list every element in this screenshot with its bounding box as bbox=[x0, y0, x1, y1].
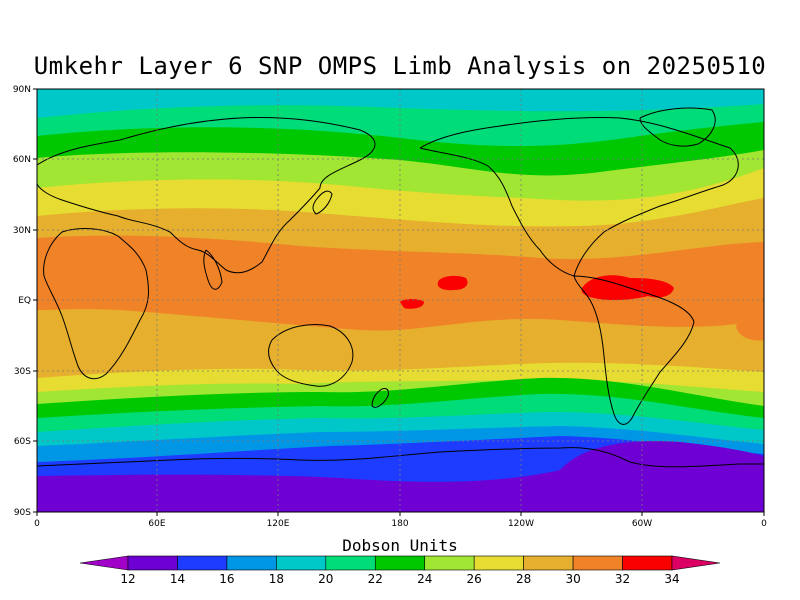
colorbar-tick-label: 24 bbox=[417, 572, 432, 586]
colorbar-tick-label: 12 bbox=[120, 572, 135, 586]
band-32-34 bbox=[37, 235, 764, 331]
colorbar-under-arrow bbox=[79, 555, 129, 571]
colorbar-swatch bbox=[523, 555, 574, 571]
colorbar-tick-label: 34 bbox=[664, 572, 679, 586]
coast-australia bbox=[268, 324, 354, 387]
colorbar-tick-label: 28 bbox=[516, 572, 531, 586]
colorbar-tick-label: 30 bbox=[565, 572, 580, 586]
coast-greenland bbox=[639, 107, 716, 147]
coast-japan bbox=[312, 190, 333, 215]
ozone-field bbox=[37, 89, 764, 512]
lat-label: 90S bbox=[14, 508, 31, 518]
coast-new-zealand bbox=[371, 388, 389, 408]
coast-antarctica bbox=[37, 447, 764, 468]
lat-label: EQ bbox=[18, 296, 31, 306]
max-patch-date-line bbox=[400, 299, 424, 309]
coast-eurasia bbox=[37, 117, 376, 274]
warm-patch-south-atlantic bbox=[736, 317, 764, 341]
lat-label: 60N bbox=[13, 155, 31, 165]
colorbar-swatch bbox=[424, 555, 475, 571]
coast-africa bbox=[43, 228, 149, 380]
colorbar-tick-label: 22 bbox=[368, 572, 383, 586]
colorbar-over-arrow bbox=[671, 555, 721, 571]
colorbar-tick-label: 18 bbox=[269, 572, 284, 586]
coast-india bbox=[203, 249, 223, 290]
tick-marks bbox=[33, 88, 765, 516]
colorbar: 12 14 16 18 20 22 24 26 28 30 32 34 bbox=[79, 555, 721, 586]
lon-label: 120W bbox=[508, 519, 534, 529]
colorbar-swatch bbox=[473, 555, 524, 571]
lat-label: 60S bbox=[14, 437, 31, 447]
coast-north-america bbox=[419, 116, 739, 277]
lat-label: 30S bbox=[14, 367, 31, 377]
colorbar-swatch bbox=[276, 555, 327, 571]
lat-label: 90N bbox=[13, 85, 31, 95]
colorbar-tick-label: 26 bbox=[467, 572, 482, 586]
lon-label: 120E bbox=[267, 519, 290, 529]
colorbar-swatch bbox=[226, 555, 277, 571]
max-patch-central-pacific bbox=[437, 275, 468, 291]
coast-south-america bbox=[573, 275, 695, 425]
lon-label: 60W bbox=[632, 519, 652, 529]
lon-label: 180 bbox=[391, 519, 408, 529]
lat-labels: 90N 60N 30N EQ 30S 60S 90S bbox=[13, 85, 31, 518]
colorbar-swatch bbox=[325, 555, 376, 571]
coastlines bbox=[37, 107, 764, 468]
lon-label: 60E bbox=[148, 519, 165, 529]
colorbar-tick-label: 14 bbox=[170, 572, 185, 586]
colorbar-swatch bbox=[127, 555, 178, 571]
colorbar-tick-label: 16 bbox=[219, 572, 234, 586]
graticule bbox=[37, 89, 764, 512]
band-s-14-16 bbox=[37, 441, 764, 512]
colorbar-swatch bbox=[177, 555, 228, 571]
colorbar-swatch bbox=[622, 555, 673, 571]
colorbar-label: Dobson Units bbox=[342, 536, 458, 555]
lon-label: 0 bbox=[34, 519, 40, 529]
colorbar-tick-label: 20 bbox=[318, 572, 333, 586]
lon-labels: 0 60E 120E 180 120W 60W 0 bbox=[34, 519, 767, 529]
lon-label: 0 bbox=[761, 519, 767, 529]
colorbar-swatch bbox=[374, 555, 426, 571]
chart-title: Umkehr Layer 6 SNP OMPS Limb Analysis on… bbox=[33, 52, 767, 80]
colorbar-tick-label: 32 bbox=[615, 572, 630, 586]
colorbar-swatch bbox=[572, 555, 623, 571]
lat-label: 30N bbox=[13, 226, 31, 236]
